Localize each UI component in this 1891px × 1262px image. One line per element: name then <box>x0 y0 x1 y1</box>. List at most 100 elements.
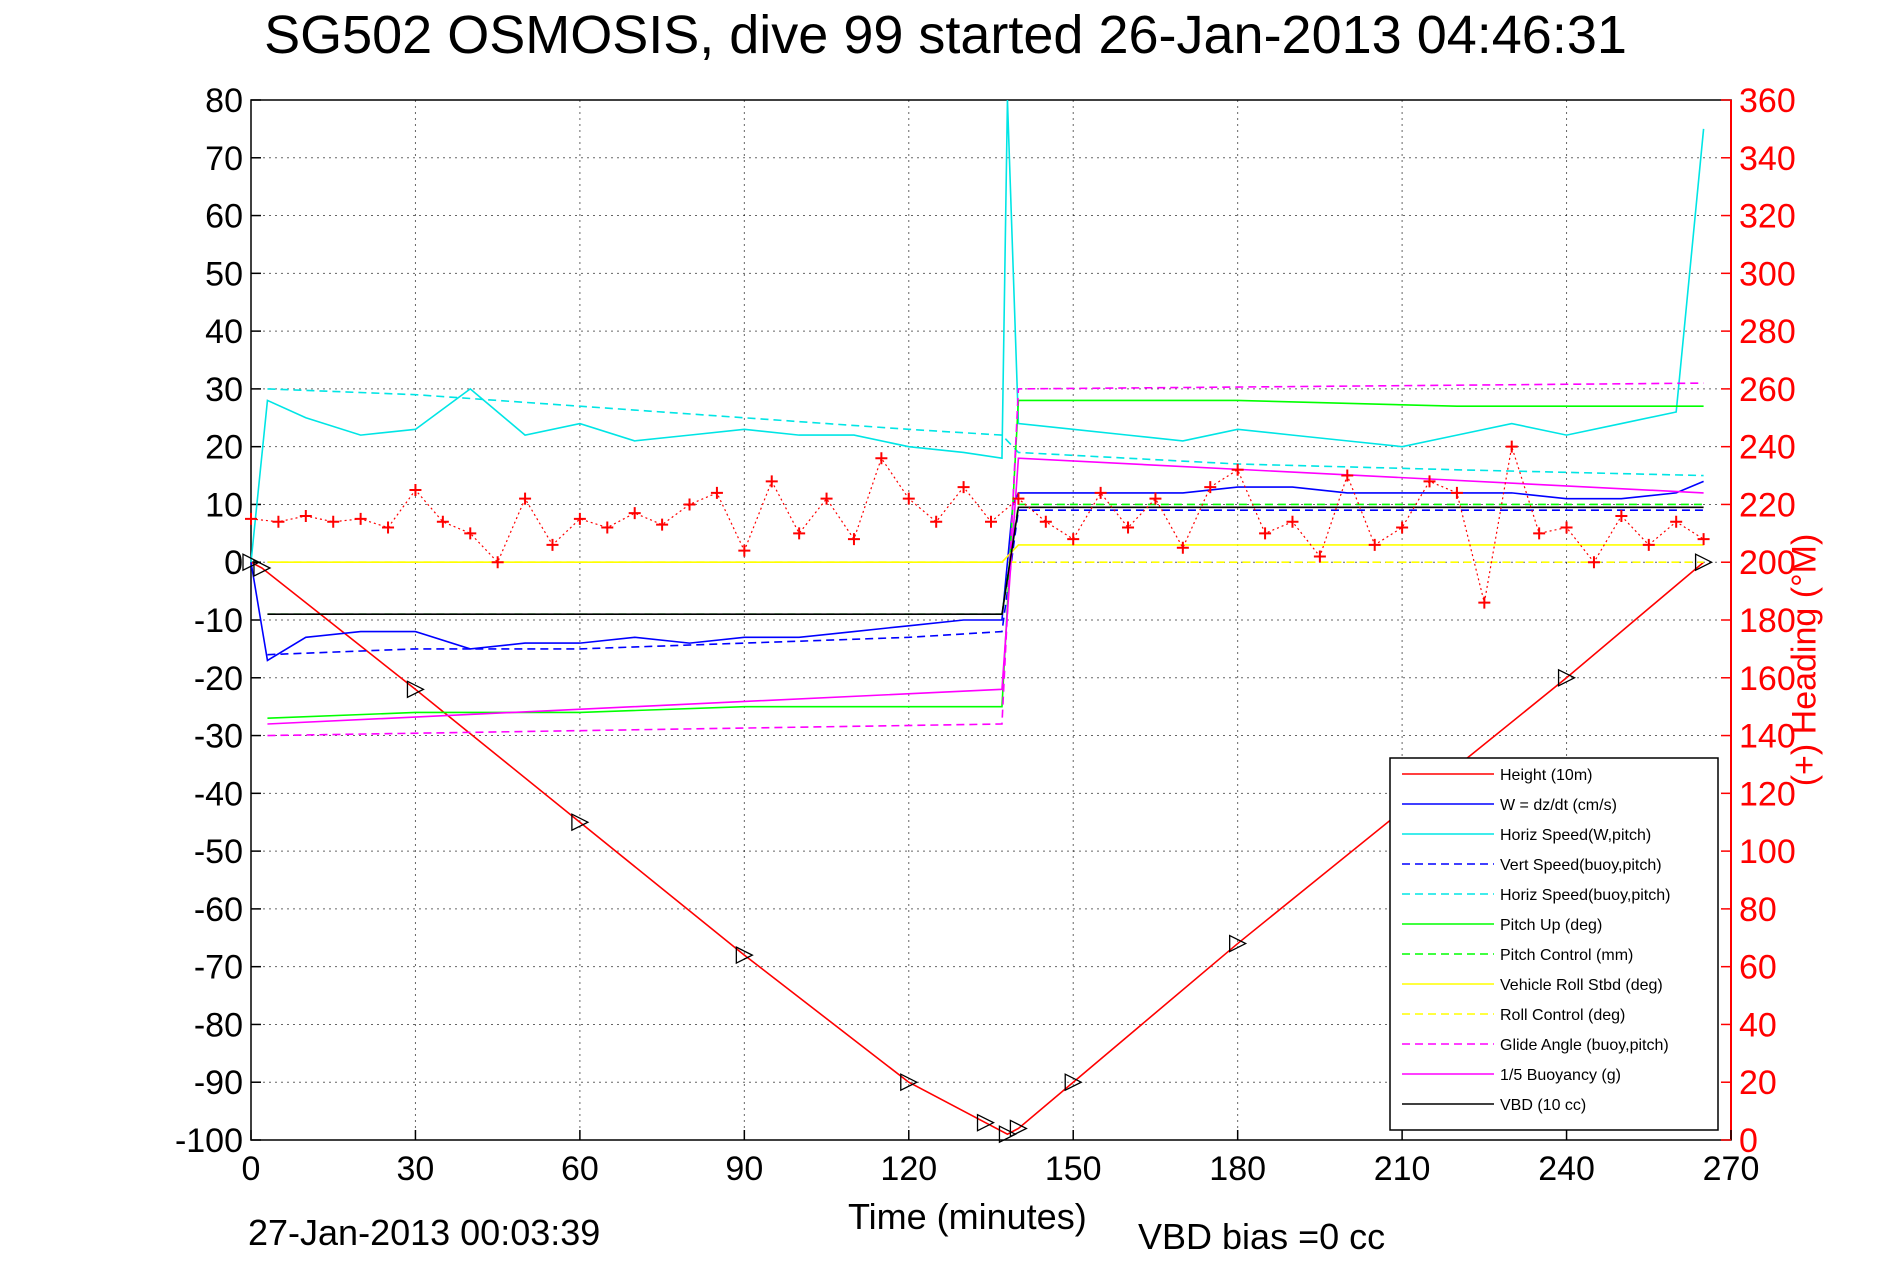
y-tick-label: -100 <box>175 1122 243 1160</box>
x-tick-label: 150 <box>1045 1150 1102 1188</box>
heading-point <box>1560 521 1573 534</box>
heading-point <box>930 515 943 528</box>
x-tick-label: 180 <box>1209 1150 1266 1188</box>
y2-tick-label: 60 <box>1739 949 1777 987</box>
legend-box <box>1389 757 1719 1131</box>
heading-point <box>1396 521 1409 534</box>
heading-point <box>793 527 806 540</box>
y-tick-label: -20 <box>194 660 243 698</box>
heading-point <box>1368 538 1381 551</box>
heading-point <box>820 492 833 505</box>
height-marker <box>1064 1073 1083 1092</box>
series-line <box>267 509 1704 656</box>
heading-line <box>250 446 1704 603</box>
height-marker <box>976 1113 995 1132</box>
heading-point <box>1670 515 1683 528</box>
series-line <box>267 457 1704 725</box>
heading-point <box>1012 492 1025 505</box>
y2-tick-label: 80 <box>1739 891 1777 929</box>
heading-point <box>1094 486 1107 499</box>
y-tick-label: -90 <box>194 1064 243 1102</box>
heading-point <box>327 515 340 528</box>
heading-point <box>1122 521 1135 534</box>
heading-point <box>245 512 257 525</box>
heading-point <box>1478 596 1491 609</box>
y2-tick-label: 100 <box>1739 833 1796 871</box>
heading-point <box>1450 486 1463 499</box>
heading-point <box>491 556 504 569</box>
heading-point <box>546 538 559 551</box>
series-line <box>250 561 1705 1136</box>
heading-point <box>875 452 888 465</box>
heading-point <box>847 533 860 546</box>
x-tick-label: 90 <box>725 1150 763 1188</box>
y2-tick-label: 360 <box>1739 82 1796 120</box>
y2-tick-label: 320 <box>1739 198 1796 236</box>
height-marker <box>242 553 261 572</box>
height-marker <box>1557 668 1577 687</box>
x-tick-label: 120 <box>880 1150 937 1188</box>
heading-point <box>1286 515 1299 528</box>
heading-point <box>1615 510 1628 522</box>
y-tick-label: -30 <box>194 718 243 756</box>
heading-point <box>1313 550 1326 563</box>
y-tick-label: 10 <box>205 486 243 524</box>
heading-point <box>1204 481 1217 494</box>
heading-point <box>519 492 532 505</box>
heading-point <box>710 486 723 499</box>
y2-tick-label: 20 <box>1739 1064 1777 1102</box>
x-tick-label: 30 <box>397 1150 435 1188</box>
heading-point <box>354 512 367 525</box>
legend-label: Vert Speed(buoy,pitch) <box>1500 857 1662 874</box>
heading-point <box>1533 527 1546 540</box>
y-tick-label: -10 <box>194 602 243 640</box>
y-tick-label: 0 <box>224 544 243 582</box>
y2-tick-label: 220 <box>1739 486 1796 524</box>
series-line <box>267 506 1704 616</box>
y2-tick-label: 260 <box>1739 371 1796 409</box>
legend-label: Roll Control (deg) <box>1500 1007 1625 1024</box>
chart-title: SG502 OSMOSIS, dive 99 started 26-Jan-20… <box>264 5 1627 65</box>
legend-label: 1/5 Buoyancy (g) <box>1500 1067 1621 1084</box>
y2-tick-label: 40 <box>1739 1006 1777 1044</box>
legend-label: Pitch Up (deg) <box>1500 917 1602 934</box>
heading-point <box>985 515 997 528</box>
y2-tick-label: 240 <box>1739 429 1796 467</box>
heading-point <box>765 475 778 488</box>
heading-point <box>1039 515 1052 528</box>
y2-tick-label: 280 <box>1739 313 1796 351</box>
heading-point <box>299 510 312 522</box>
heading-point <box>1259 527 1272 540</box>
series-line <box>250 480 1704 662</box>
y2-tick-label: 120 <box>1739 775 1796 813</box>
heading-point <box>1423 475 1436 488</box>
height-marker <box>1009 1119 1028 1138</box>
y-tick-label: 70 <box>205 140 243 178</box>
heading-point <box>601 521 614 534</box>
y-tick-label: 50 <box>205 255 243 293</box>
x-axis-label: Time (minutes) <box>848 1196 1087 1237</box>
heading-point <box>409 484 422 496</box>
y2-tick-label: 160 <box>1739 660 1796 698</box>
height-marker <box>1229 934 1248 953</box>
heading-point <box>1697 533 1710 546</box>
heading-point <box>436 515 449 528</box>
heading-point <box>464 527 477 540</box>
legend-label: Glide Angle (buoy,pitch) <box>1500 1037 1669 1054</box>
y2-axis-label: (+) Heading (°M) <box>1785 533 1824 787</box>
series-line <box>250 99 1705 563</box>
height-marker <box>406 680 425 699</box>
heading-point <box>1149 492 1162 505</box>
height-marker <box>735 946 754 965</box>
heading-point <box>628 507 641 520</box>
x-tick-label: 270 <box>1703 1150 1760 1188</box>
heading-point <box>1642 538 1655 551</box>
heading-point <box>1231 463 1244 476</box>
legend-label: W = dz/dt (cm/s) <box>1500 797 1617 814</box>
legend-label: Vehicle Roll Stbd (deg) <box>1500 977 1663 994</box>
heading-point <box>1176 541 1189 554</box>
y2-tick-label: 140 <box>1739 718 1796 756</box>
series-line <box>267 544 1704 564</box>
legend-label: Horiz Speed(buoy,pitch) <box>1500 887 1670 904</box>
height-marker <box>253 558 272 578</box>
